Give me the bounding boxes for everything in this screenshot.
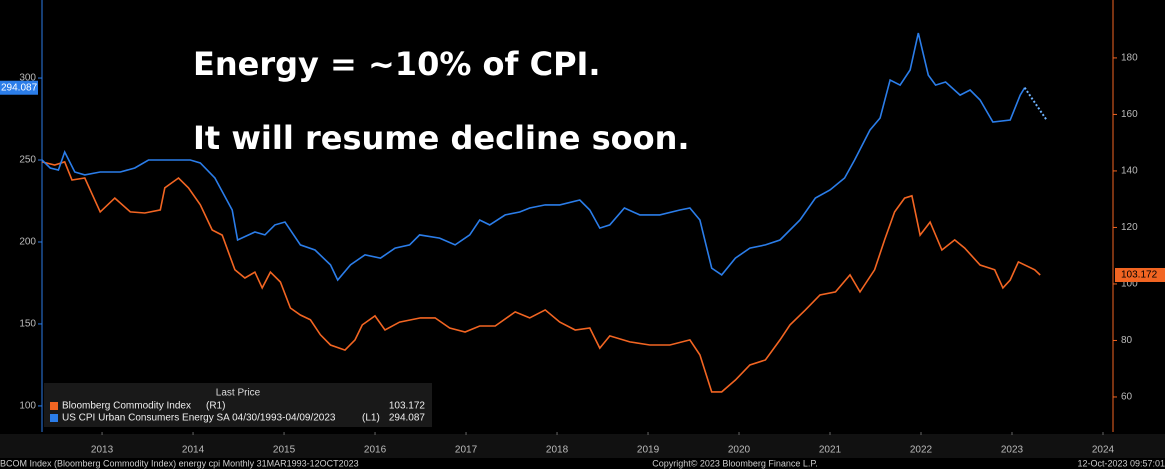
- last-value-label: 103.172: [1121, 270, 1158, 281]
- y-tick-label: 300: [19, 73, 36, 84]
- legend-value: 294.087: [389, 413, 426, 424]
- x-tick-label: 2018: [546, 445, 569, 456]
- y2-tick-label: 100: [1121, 279, 1138, 290]
- legend-title: Last Price: [216, 388, 261, 399]
- x-tick-label: 2020: [728, 445, 751, 456]
- y-tick-label: 250: [19, 155, 36, 166]
- x-tick-label: 2014: [182, 445, 205, 456]
- x-tick-label: 2016: [364, 445, 387, 456]
- x-tick-label: 2022: [910, 445, 933, 456]
- y-tick-label: 150: [19, 319, 36, 330]
- x-axis-band: [0, 434, 1165, 458]
- legend-axis-tag: (R1): [206, 401, 225, 412]
- legend-swatch: [50, 414, 58, 422]
- y2-tick-label: 60: [1121, 392, 1133, 403]
- footer-right: 12-Oct-2023 09:57:01: [1077, 458, 1165, 468]
- legend-box: [44, 383, 432, 427]
- x-tick-label: 2015: [273, 445, 296, 456]
- last-value-label: 294.087: [1, 82, 38, 93]
- series-line: [41, 32, 1026, 282]
- last-value-tag: [0, 80, 38, 95]
- footer-center: Copyright© 2023 Bloomberg Finance L.P.: [652, 458, 818, 468]
- y-tick-label: 200: [19, 237, 36, 248]
- legend-swatch: [50, 402, 58, 410]
- y2-tick-label: 160: [1121, 109, 1138, 120]
- y2-tick-label: 180: [1121, 53, 1138, 64]
- legend-value: 103.172: [389, 401, 426, 412]
- annotation-title: Energy = ~10% of CPI.: [193, 45, 601, 83]
- last-value-tag: [1115, 267, 1165, 282]
- y2-tick-label: 140: [1121, 166, 1138, 177]
- y2-tick-label: 80: [1121, 335, 1133, 346]
- projection-line: [1023, 87, 1048, 121]
- x-tick-label: 2024: [1092, 445, 1115, 456]
- x-tick-label: 2013: [91, 445, 114, 456]
- x-tick-label: 2023: [1001, 445, 1024, 456]
- footer-left: BCOM Index (Bloomberg Commodity Index) e…: [0, 458, 359, 468]
- legend-label: US CPI Urban Consumers Energy SA 04/30/1…: [62, 413, 336, 424]
- legend-label: Bloomberg Commodity Index: [62, 401, 191, 412]
- x-tick-label: 2019: [637, 445, 660, 456]
- y-tick-label: 100: [19, 401, 36, 412]
- series-line: [41, 160, 1041, 393]
- x-tick-label: 2017: [455, 445, 478, 456]
- y2-tick-label: 120: [1121, 222, 1138, 233]
- legend-axis-tag: (L1): [362, 413, 380, 424]
- annotation-subtitle: It will resume decline soon.: [193, 119, 690, 157]
- x-tick-label: 2021: [819, 445, 842, 456]
